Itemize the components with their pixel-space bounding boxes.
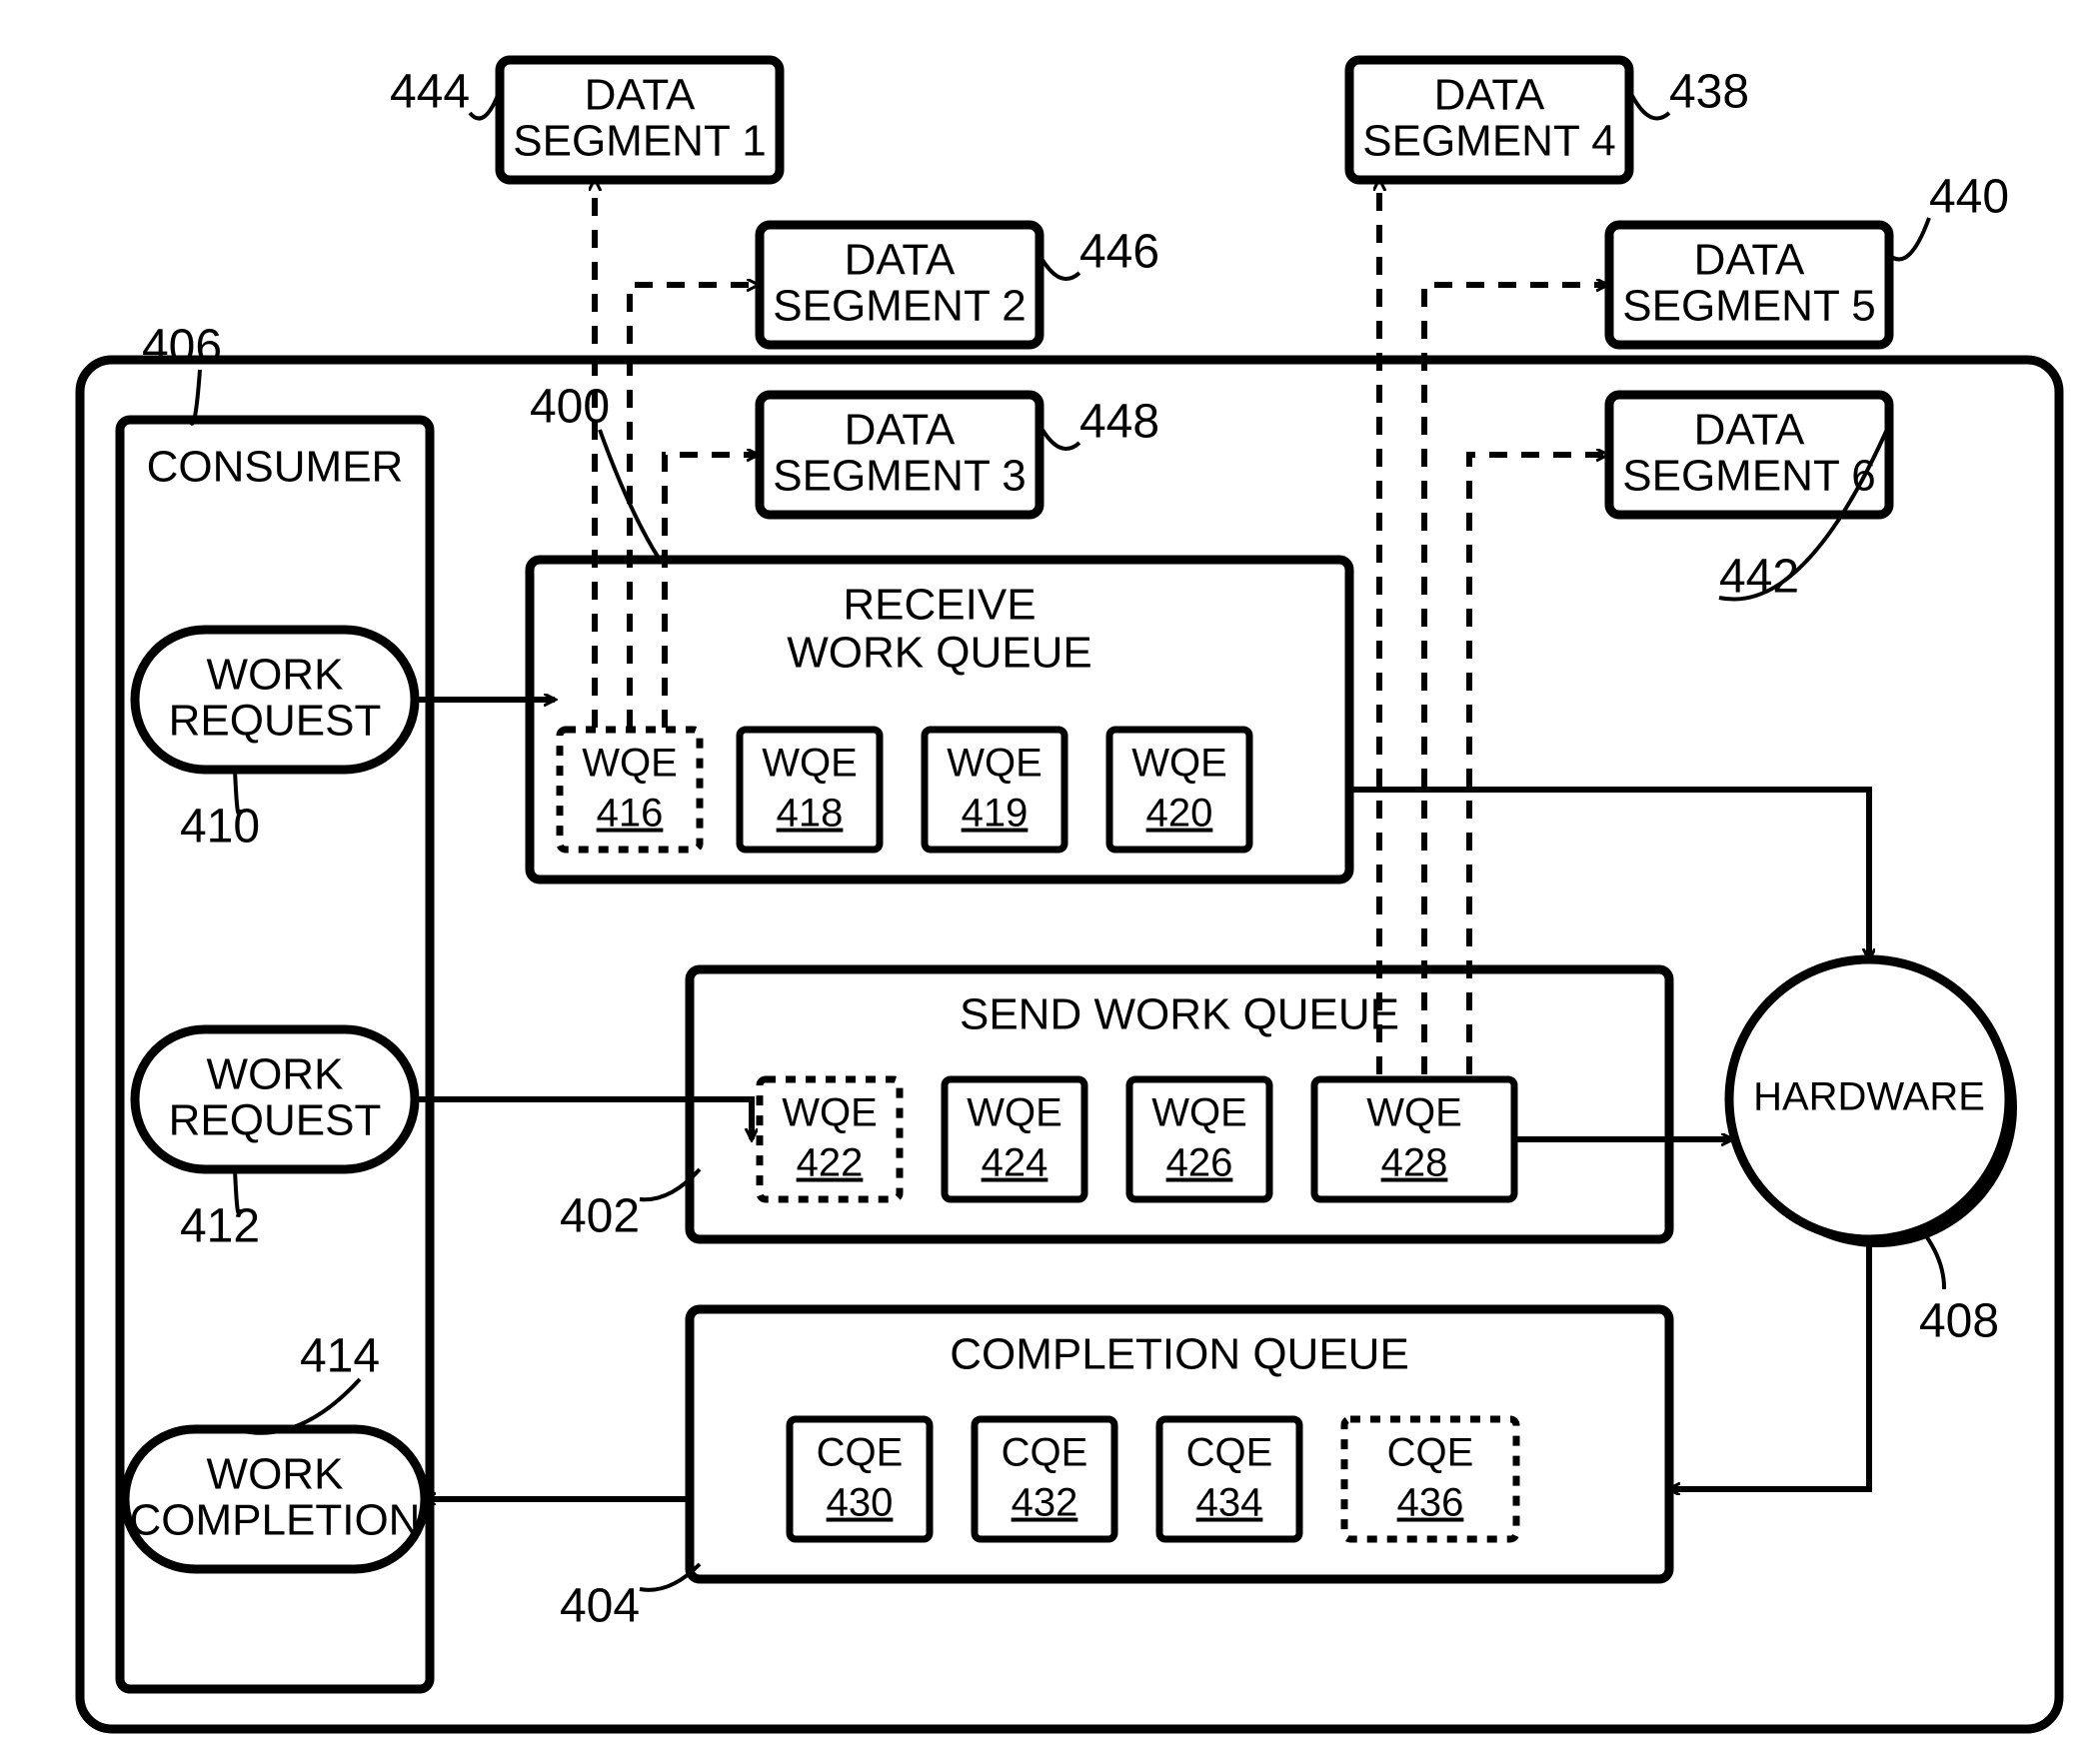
completion-queue-item-432-num: 432 (1012, 1481, 1078, 1525)
data-segment-6-ref: 442 (1719, 551, 1799, 604)
send-queue-item-428-label: WQE (1366, 1091, 1462, 1135)
consumer-ref: 406 (142, 321, 222, 374)
data-segment-3-ref: 448 (1079, 396, 1159, 449)
send-queue-item-422-num: 422 (797, 1141, 864, 1185)
data-segment-1-l2: SEGMENT 1 (513, 117, 766, 166)
send-queue-item-424-label: WQE (967, 1091, 1062, 1135)
send-queue-item-424-num: 424 (982, 1141, 1048, 1185)
hardware-label: HARDWARE (1753, 1075, 1985, 1119)
data-segment-4-l2: SEGMENT 4 (1362, 117, 1615, 166)
receive-queue-item-419-num: 419 (962, 792, 1029, 836)
receive-queue-title-0: RECEIVE (843, 581, 1036, 630)
data-segment-6-l2: SEGMENT 6 (1622, 452, 1875, 501)
completion-queue-item-436-num: 436 (1397, 1481, 1464, 1525)
completion-queue-item-434-label: CQE (1186, 1431, 1273, 1475)
work-request-2-l2: REQUEST (169, 1096, 382, 1145)
completion-queue-item-436-label: CQE (1387, 1431, 1474, 1475)
receive-queue-title-1: WORK QUEUE (787, 629, 1092, 678)
work-completion-ref: 414 (300, 1330, 380, 1383)
receive-queue-ref: 400 (530, 381, 610, 434)
work-request-2-ref: 412 (180, 1200, 260, 1253)
data-segment-4-ref: 438 (1669, 66, 1749, 119)
data-segment-4-l1: DATA (1434, 71, 1545, 120)
send-queue-item-426-num: 426 (1166, 1141, 1233, 1185)
data-segment-2-l1: DATA (845, 236, 956, 285)
receive-queue-item-420-num: 420 (1146, 792, 1213, 836)
receive-queue-item-418-num: 418 (777, 792, 844, 836)
receive-queue-item-418-label: WQE (762, 742, 858, 786)
consumer-title: CONSUMER (147, 443, 404, 492)
send-queue-item-426-label: WQE (1151, 1091, 1247, 1135)
data-segment-5-l2: SEGMENT 5 (1622, 282, 1875, 331)
data-segment-1-l1: DATA (585, 71, 696, 120)
data-segment-2-ref: 446 (1079, 226, 1159, 279)
work-request-1-l2: REQUEST (169, 697, 382, 746)
data-segment-5-ref: 440 (1929, 171, 2009, 224)
completion-queue-ref: 404 (560, 1580, 640, 1633)
data-segment-6-l1: DATA (1694, 406, 1805, 455)
completion-queue-title-0: COMPLETION QUEUE (950, 1330, 1409, 1379)
data-segment-3-l2: SEGMENT 3 (773, 452, 1026, 501)
send-queue-item-422-label: WQE (782, 1091, 878, 1135)
hardware-ref: 408 (1919, 1295, 1999, 1348)
work-request-2-l1: WORK (207, 1050, 344, 1099)
data-segment-2-l2: SEGMENT 2 (773, 282, 1026, 331)
send-queue-title-0: SEND WORK QUEUE (960, 990, 1399, 1039)
work-completion-l2: COMPLETION (130, 1496, 421, 1545)
receive-queue-item-416-label: WQE (582, 742, 678, 786)
completion-queue-item-434-num: 434 (1196, 1481, 1263, 1525)
completion-queue-item-432-label: CQE (1002, 1431, 1088, 1475)
work-request-1-l1: WORK (207, 651, 344, 700)
work-completion-l1: WORK (207, 1450, 344, 1499)
receive-queue-item-419-label: WQE (947, 742, 1043, 786)
completion-queue-item-430-num: 430 (827, 1481, 894, 1525)
data-segment-5-l1: DATA (1694, 236, 1805, 285)
send-queue-ref: 402 (560, 1190, 640, 1243)
receive-queue-item-416-num: 416 (597, 792, 664, 836)
data-segment-1-ref: 444 (390, 66, 470, 119)
receive-queue-item-420-label: WQE (1131, 742, 1227, 786)
completion-queue-item-430-label: CQE (817, 1431, 904, 1475)
work-request-1-ref: 410 (180, 801, 260, 854)
data-segment-3-l1: DATA (845, 406, 956, 455)
send-queue-item-428-num: 428 (1381, 1141, 1448, 1185)
